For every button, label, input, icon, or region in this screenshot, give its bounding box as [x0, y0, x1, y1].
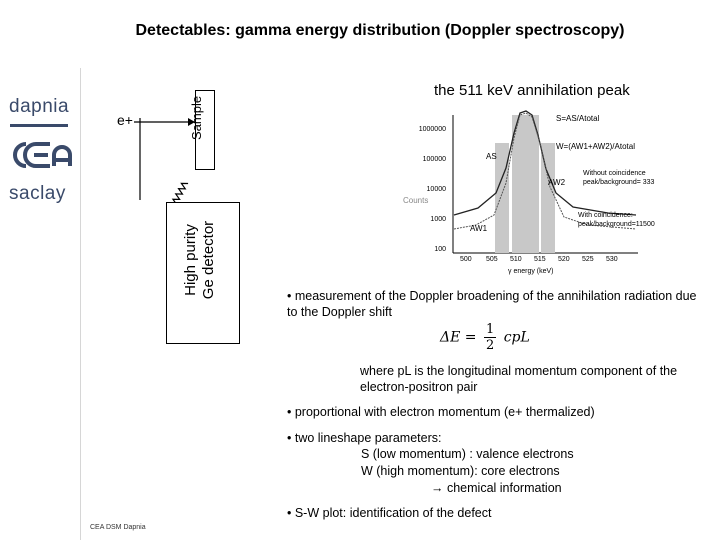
- detector-label: High purity Ge detector: [182, 220, 217, 300]
- y-tick: 1000: [430, 216, 446, 223]
- dapnia-logo: dapnia: [9, 96, 70, 117]
- no-coinc-line2: peak/background= 333: [583, 179, 655, 186]
- sample-label: Sample: [189, 95, 204, 140]
- footer: CEA DSM Dapnia: [90, 524, 146, 531]
- s-window: [512, 115, 539, 253]
- x-tick: 500: [460, 256, 472, 263]
- saclay-logo: saclay: [9, 183, 66, 204]
- parameter-w: W (high momentum): core electrons: [361, 464, 560, 478]
- slide-title: Detectables: gamma energy distribution (…: [135, 22, 625, 39]
- detector-box: [166, 202, 240, 344]
- cea-logo: cea: [13, 142, 72, 168]
- x-tick: 515: [534, 256, 546, 263]
- no-coincidence-curve: [453, 110, 637, 216]
- momentum-note: where pL is the longitudinal momentum co…: [360, 364, 678, 394]
- w1-window: [495, 143, 509, 253]
- x-tick: 510: [510, 256, 522, 263]
- y-tick: 100000: [423, 156, 446, 163]
- parameter-s: S (low momentum) : valence electrons: [361, 447, 574, 461]
- aw2-label: AW2: [548, 178, 566, 187]
- as-label: AS: [486, 152, 497, 161]
- x-tick: 525: [582, 256, 594, 263]
- sample-box: [195, 90, 215, 170]
- w-formula: W=(AW1+AW2)/Atotal: [556, 142, 635, 151]
- x-tick: 530: [606, 256, 618, 263]
- with-coinc-line1: With coincidence:: [578, 212, 633, 219]
- y-tick: 100: [434, 246, 446, 253]
- with-coinc-line2: peak/background=11500: [578, 221, 655, 228]
- bullet-parameters: • two lineshape parameters:: [287, 431, 442, 445]
- logo-rule: [10, 124, 68, 127]
- chemical-info: → chemical information: [431, 481, 562, 495]
- doppler-spectrum: 1000000 100000 10000 1000 100 Counts 500…: [403, 110, 655, 275]
- positron-arrow-head: [188, 118, 195, 126]
- x-axis-label: γ energy (keV): [508, 268, 554, 275]
- y-tick: 10000: [427, 186, 447, 193]
- positron-label: e+: [117, 112, 133, 128]
- y-tick: 1000000: [419, 126, 446, 133]
- bullet-sw-plot: • S-W plot: identification of the defect: [287, 506, 492, 520]
- s-formula: S=AS/Atotal: [556, 114, 600, 123]
- aw1-label: AW1: [470, 224, 488, 233]
- spectrum-title: the 511 keV annihilation peak: [434, 82, 630, 99]
- with-coincidence-curve: [453, 112, 637, 230]
- x-tick: 505: [486, 256, 498, 263]
- no-coinc-line1: Without coincidence: [583, 170, 646, 177]
- logo-sidebar: dapnia cea saclay: [0, 68, 81, 540]
- bullet-momentum: • proportional with electron momentum (e…: [287, 405, 595, 419]
- bullet-doppler: • measurement of the Doppler broadening …: [287, 289, 697, 319]
- x-tick: 520: [558, 256, 570, 263]
- y-axis-label: Counts: [403, 196, 428, 205]
- w2-window: [541, 143, 555, 253]
